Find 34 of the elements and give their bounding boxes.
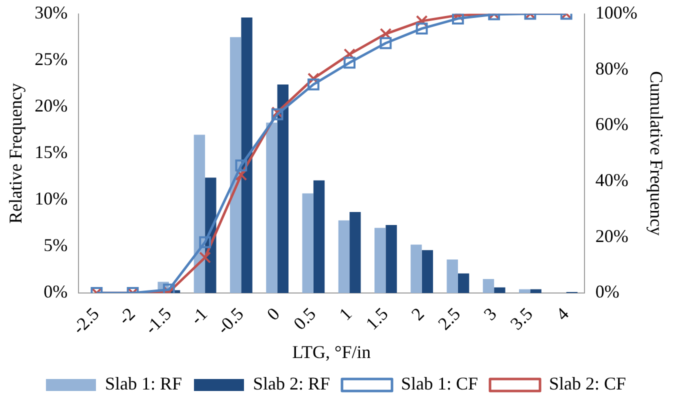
- y-tick-label: 20%: [34, 96, 68, 116]
- x-tick-label: -1.5: [140, 304, 176, 338]
- x-tick-label: 0: [262, 304, 284, 324]
- x-tick-label: 1.5: [362, 304, 392, 334]
- y2-axis-title: Cumulative Frequency: [646, 71, 666, 236]
- y-tick-label: 5%: [44, 235, 68, 256]
- x-tick-label: 4: [552, 304, 573, 324]
- y-tick-label: 0%: [44, 282, 68, 302]
- y2-tick-label: 40%: [595, 170, 628, 190]
- x-tick-label: -1: [186, 304, 212, 328]
- x-tick-label: 3: [480, 304, 500, 324]
- legend-label: Slab 1: CF: [401, 374, 478, 394]
- x-tick-label: -2.5: [68, 304, 103, 338]
- legend-label: Slab 1: RF: [104, 374, 182, 394]
- x-tick-label: -0.5: [213, 304, 248, 338]
- y-tick-label: 15%: [34, 142, 68, 162]
- x-tick-label: 0.5: [290, 304, 320, 334]
- legend-label: Slab 2: CF: [549, 374, 626, 394]
- y2-tick-label: 80%: [595, 58, 628, 78]
- x-tick-label: 3.5: [506, 304, 536, 334]
- y2-tick-label: 100%: [595, 2, 638, 23]
- y2-tick-label: 0%: [595, 282, 620, 302]
- y-tick-label: 10%: [34, 188, 68, 209]
- y-axis-title: Relative Frequency: [6, 83, 26, 224]
- y2-tick-label: 20%: [595, 226, 628, 246]
- x-tick-label: 2: [407, 304, 428, 324]
- x-axis-title: LTG, °F/in: [292, 342, 371, 362]
- legend-label: Slab 2: RF: [252, 374, 330, 394]
- y-tick-label: 30%: [34, 2, 68, 23]
- y-tick-label: 25%: [34, 49, 68, 70]
- x-tick-label: -2: [114, 304, 139, 328]
- y2-tick-label: 60%: [595, 114, 628, 134]
- x-tick-label: 2.5: [434, 304, 464, 334]
- x-tick-label: 1: [335, 304, 356, 324]
